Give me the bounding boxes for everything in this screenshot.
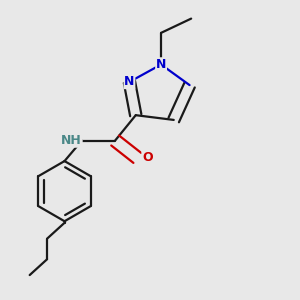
Text: NH: NH [61, 134, 82, 147]
Text: N: N [156, 58, 166, 71]
Text: N: N [124, 75, 135, 88]
Text: O: O [142, 152, 153, 164]
